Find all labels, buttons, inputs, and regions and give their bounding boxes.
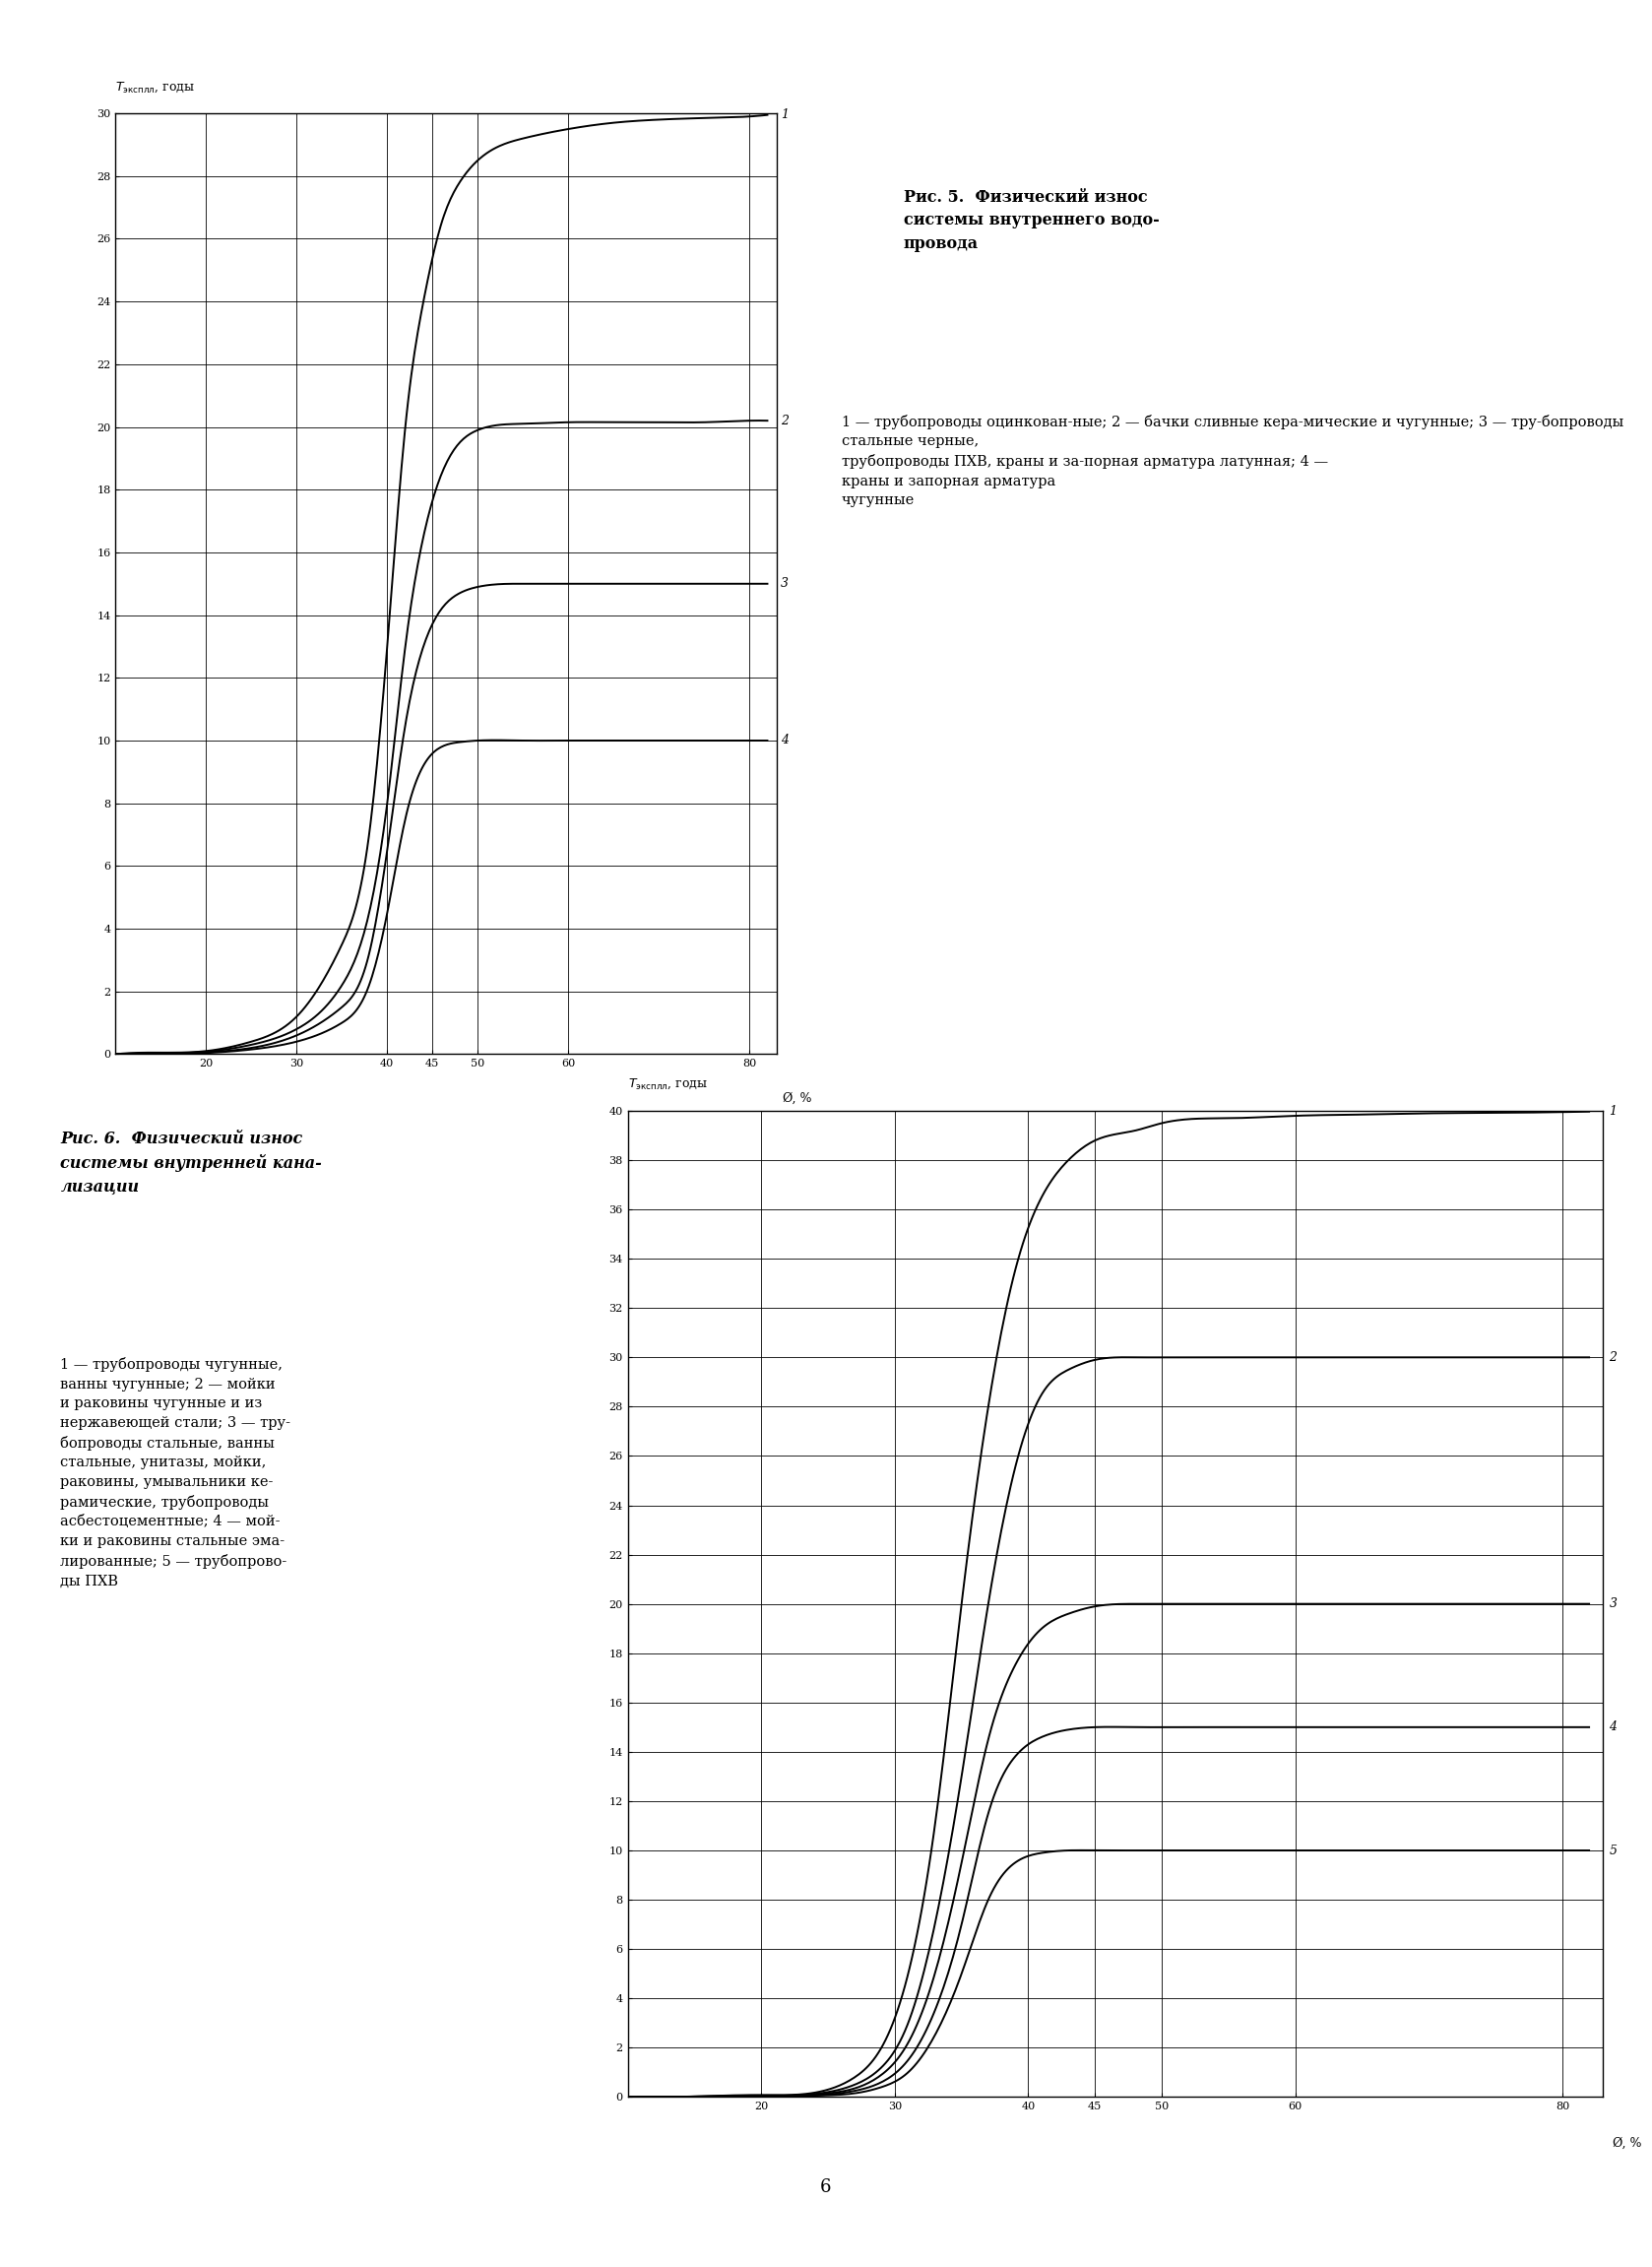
Text: 6: 6: [821, 2179, 831, 2197]
Text: 4: 4: [781, 735, 790, 746]
Text: 1 — трубопроводы чугунные,
ванны чугунные; 2 — мойки
и раковины чугунные и из
не: 1 — трубопроводы чугунные, ванны чугунны…: [61, 1358, 291, 1587]
Text: 1 — трубопроводы оцинкован-ные; 2 — бачки сливные кера-мические и чугунные; 3 — : 1 — трубопроводы оцинкован-ные; 2 — бачк…: [841, 415, 1624, 508]
Text: Рис. 5.  Физический износ
системы внутреннего водо-
провода: Рис. 5. Физический износ системы внутрен…: [904, 188, 1160, 252]
Text: 4: 4: [1609, 1721, 1617, 1734]
Text: Ø, %: Ø, %: [783, 1093, 813, 1104]
Text: 1: 1: [781, 109, 790, 122]
Text: Ø, %: Ø, %: [1612, 2136, 1640, 2149]
Text: 5: 5: [1609, 1843, 1617, 1857]
Text: 2: 2: [781, 415, 790, 426]
Text: $T_{\rm эксплл}$, годы: $T_{\rm эксплл}$, годы: [116, 79, 195, 95]
Text: Рис. 6.  Физический износ
системы внутренней кана-
лизации: Рис. 6. Физический износ системы внутрен…: [61, 1131, 322, 1195]
Text: 1: 1: [1609, 1106, 1617, 1118]
Text: 2: 2: [1609, 1351, 1617, 1365]
Text: 3: 3: [1609, 1598, 1617, 1610]
Text: $T_{\rm эксплл}$, годы: $T_{\rm эксплл}$, годы: [628, 1077, 707, 1090]
Text: 3: 3: [781, 578, 790, 589]
